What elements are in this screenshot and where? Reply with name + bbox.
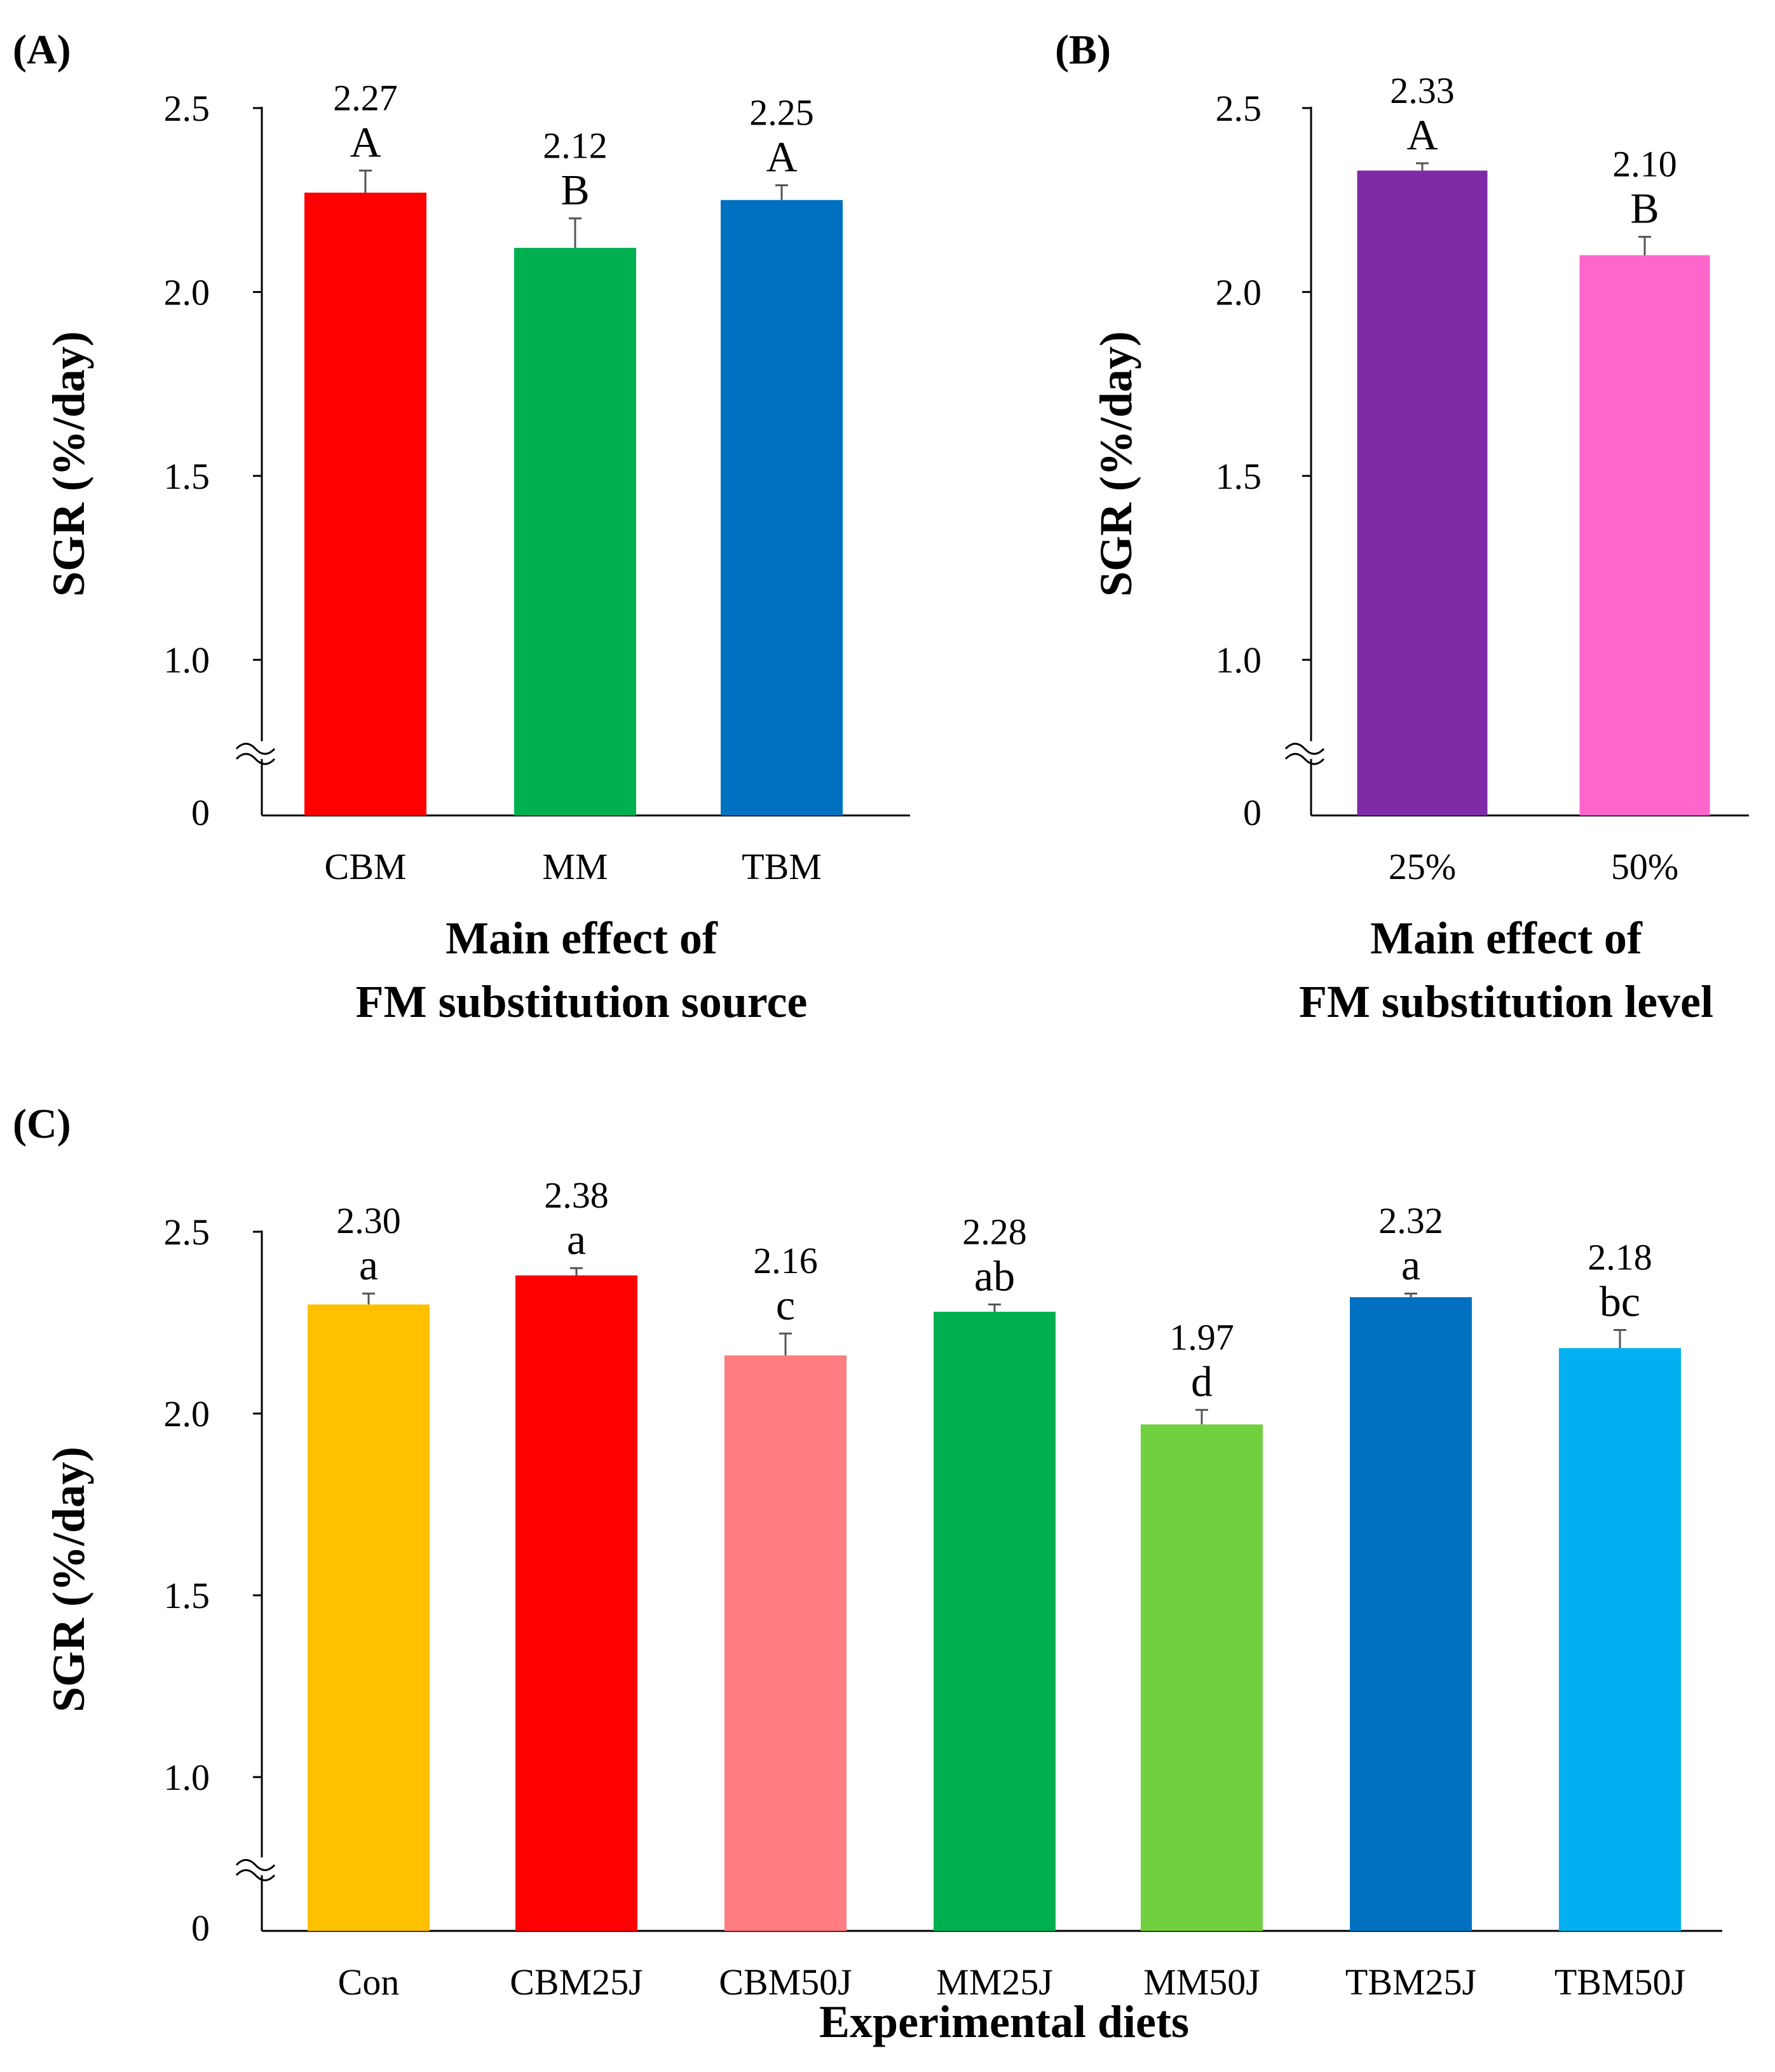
- panel-c-bar-mm25j: [934, 1311, 1056, 1931]
- panel-c-error-bar: [570, 1267, 583, 1276]
- panel-c-significance-letter: d: [1191, 1357, 1213, 1405]
- panel-a-ytick: 2.0: [164, 271, 210, 313]
- panel-b-value-label: 2.33: [1390, 70, 1455, 111]
- panel-c-significance-letter: a: [1401, 1241, 1420, 1289]
- panel-b-ylabel: SGR (%/day): [1091, 331, 1141, 597]
- panel-b-category-label: 25%: [1389, 846, 1456, 887]
- panel-b-bar-25pct: [1357, 170, 1488, 816]
- panel-b-label: (B): [1055, 27, 1111, 73]
- panel-a-error-bar: [359, 169, 372, 193]
- panel-c-category-label: Con: [338, 1961, 400, 2003]
- panel-c-value-label: 2.32: [1378, 1200, 1443, 1241]
- panel-c-significance-letter: a: [359, 1241, 378, 1289]
- panel-a-xlabel-line-1: Main effect of: [445, 913, 718, 964]
- panel-a-significance-letter: B: [561, 166, 589, 214]
- panel-a-error-bar: [569, 217, 581, 248]
- panel-c-xlabel: Experimental diets: [819, 1996, 1189, 2047]
- panel-b: (B) SGR (%/day) 0 1.0 1.5 2.0 2.5 2.33 2…: [1055, 27, 1749, 1027]
- panel-b-ytick: 1.0: [1216, 639, 1262, 681]
- panel-a-ylabel: SGR (%/day): [43, 331, 94, 597]
- panel-b-significance-letter: B: [1630, 184, 1659, 233]
- panel-c-bar-mm50j: [1141, 1424, 1263, 1931]
- panel-c-significance-letter: c: [776, 1281, 795, 1329]
- panel-b-error-bar: [1638, 236, 1651, 256]
- panel-a-bar-mm: [514, 247, 636, 815]
- panel-c-bar-cbm25j: [515, 1275, 637, 1931]
- panel-a-ytick: 2.5: [164, 88, 210, 129]
- panel-a-category-label: TBM: [742, 846, 822, 887]
- panel-b-ytick: 2.0: [1216, 271, 1262, 313]
- panel-c-ytick: 2.0: [164, 1393, 210, 1435]
- panel-c-ytick: 1.0: [164, 1757, 210, 1798]
- panel-a-significance-letter: A: [350, 118, 381, 166]
- panel-a-axis-break: [235, 741, 276, 765]
- panel-a-value-label: 2.12: [543, 125, 608, 167]
- panel-c-category-label: TBM25J: [1345, 1961, 1476, 2003]
- panel-c-bar-cbm50j: [724, 1355, 847, 1931]
- panel-c-value-label: 1.97: [1169, 1316, 1234, 1358]
- panel-c-label: (C): [13, 1101, 71, 1147]
- panel-a-xlabel-line-2: FM substitution source: [356, 976, 808, 1027]
- panel-a-significance-letter: A: [766, 133, 797, 181]
- panel-b-ytick: 2.5: [1216, 88, 1262, 129]
- panel-a: (A) SGR (%/day) 0 1.0 1.5 2.0 2.5 2.27 2…: [13, 27, 910, 1027]
- panel-a-bar-cbm: [304, 193, 426, 815]
- panel-c-ylabel: SGR (%/day): [43, 1447, 94, 1712]
- panel-a-ytick: 0: [191, 792, 210, 833]
- panel-c-category-label: CBM50J: [719, 1961, 852, 2003]
- panel-b-bar-50pct: [1579, 255, 1710, 815]
- panel-c-error-bar: [779, 1332, 792, 1356]
- panel-b-xlabel-line-2: FM substitution level: [1299, 976, 1713, 1027]
- panel-a-label: (A): [13, 27, 71, 73]
- panel-c-error-bar: [1404, 1292, 1417, 1297]
- panel-a-bar-tbm: [721, 200, 843, 815]
- panel-c-axis-break: [235, 1857, 276, 1881]
- panel-c-category-label: TBM50J: [1554, 1961, 1685, 2003]
- panel-c-value-label: 2.38: [544, 1175, 609, 1216]
- panel-c-ytick: 2.5: [164, 1211, 210, 1253]
- panel-c-bar-con: [308, 1304, 430, 1931]
- panel-b-ytick: 0: [1243, 792, 1262, 833]
- panel-b-error-bar: [1416, 162, 1429, 171]
- panel-a-value-label: 2.27: [333, 77, 398, 118]
- panel-b-ytick: 1.5: [1216, 456, 1262, 497]
- panel-c-error-bar: [1614, 1328, 1626, 1349]
- panel-b-xlabel-line-1: Main effect of: [1370, 913, 1643, 964]
- panel-c-error-bar: [362, 1292, 375, 1305]
- panel-b-category-label: 50%: [1611, 846, 1678, 887]
- panel-c-error-bar: [1195, 1408, 1208, 1425]
- panel-c: (C) SGR (%/day) 0 1.0 1.5 2.0 2.5 2.30 2…: [13, 1101, 1722, 2047]
- panel-a-category-label: CBM: [325, 846, 407, 887]
- panel-c-bar-tbm25j: [1350, 1297, 1472, 1931]
- panel-c-significance-letter: bc: [1600, 1277, 1640, 1325]
- panel-a-ytick: 1.0: [164, 639, 210, 681]
- panel-b-value-label: 2.10: [1612, 144, 1677, 185]
- panel-a-value-label: 2.25: [749, 92, 814, 133]
- panel-c-ytick: 1.5: [164, 1575, 210, 1616]
- panel-c-bar-tbm50j: [1559, 1348, 1681, 1931]
- panel-c-category-label: MM50J: [1143, 1961, 1260, 2003]
- panel-a-category-label: MM: [542, 846, 608, 887]
- panel-b-significance-letter: A: [1406, 111, 1438, 159]
- panel-b-axis-break: [1284, 741, 1325, 765]
- panel-a-error-bar: [775, 184, 788, 200]
- panel-c-error-bar: [988, 1303, 1001, 1312]
- panel-c-value-label: 2.30: [336, 1200, 401, 1241]
- panel-c-category-label: CBM25J: [510, 1961, 643, 2003]
- panel-c-significance-letter: ab: [974, 1251, 1015, 1300]
- panel-c-category-label: MM25J: [936, 1961, 1053, 2003]
- panel-a-ytick: 1.5: [164, 456, 210, 497]
- panel-c-significance-letter: a: [567, 1215, 586, 1264]
- panel-c-ytick: 0: [191, 1907, 210, 1949]
- panel-c-value-label: 2.16: [753, 1240, 818, 1281]
- panel-c-value-label: 2.28: [962, 1211, 1027, 1252]
- panel-c-value-label: 2.18: [1588, 1236, 1652, 1278]
